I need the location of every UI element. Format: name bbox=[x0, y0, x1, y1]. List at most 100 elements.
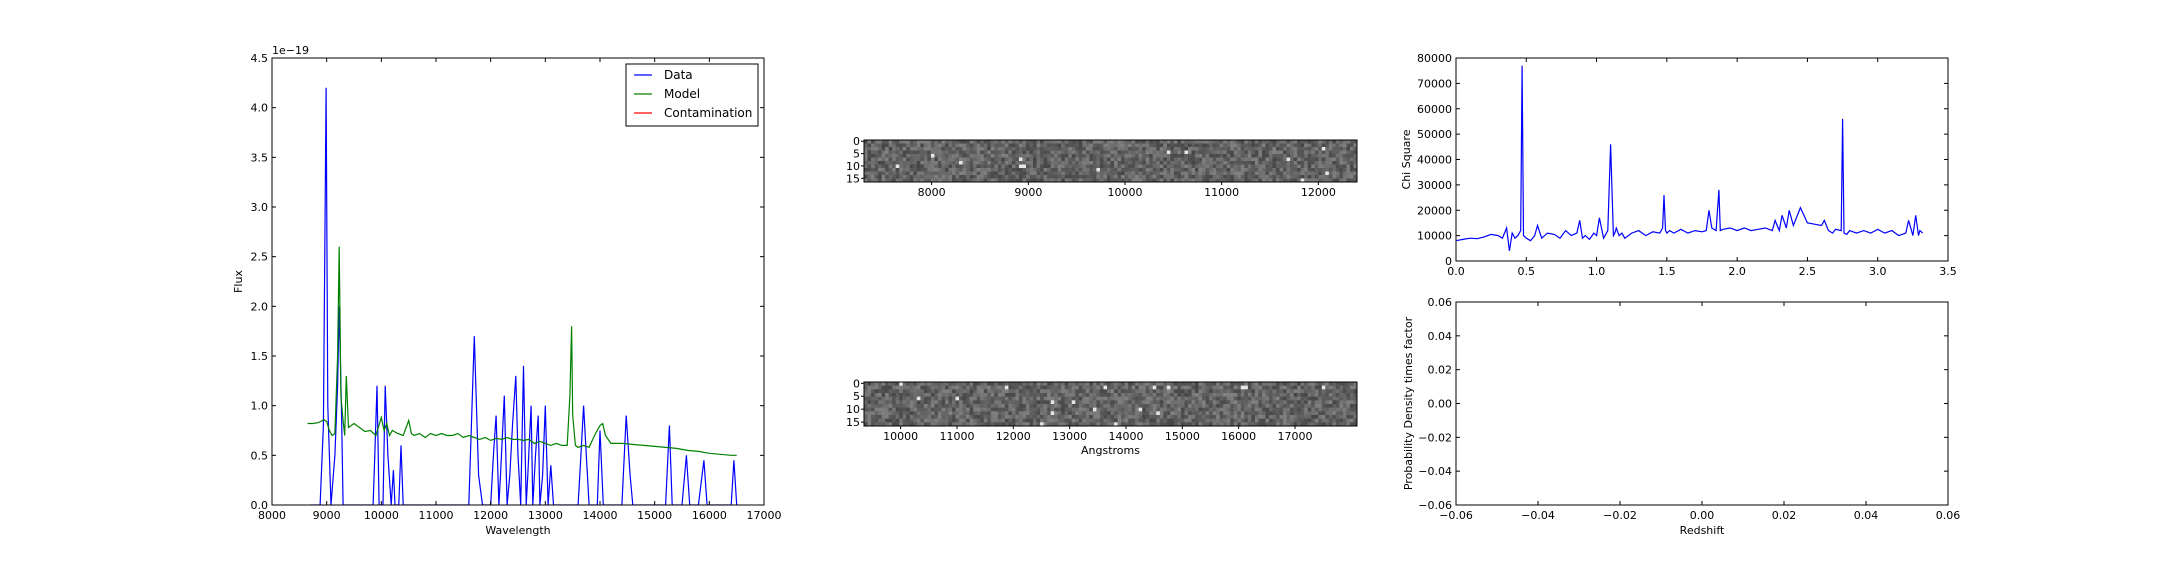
image2-pixel bbox=[913, 418, 918, 423]
image2-pixel bbox=[1078, 393, 1083, 398]
image2-pixel bbox=[1149, 418, 1154, 423]
image2-pixel bbox=[955, 396, 960, 401]
image1-pixel bbox=[1251, 171, 1256, 176]
image1-pixel bbox=[927, 171, 932, 176]
image2-pixel bbox=[1184, 415, 1189, 420]
image2-pixel bbox=[1261, 422, 1266, 427]
image2-pixel bbox=[930, 382, 935, 387]
image1-pixel bbox=[1004, 171, 1009, 176]
image2-pixel bbox=[1173, 418, 1178, 423]
image2-pixel bbox=[1184, 418, 1189, 423]
image1-pixel bbox=[944, 154, 949, 158]
image2-pixel bbox=[1335, 393, 1340, 398]
image2-pixel bbox=[878, 407, 883, 412]
image2-pixel bbox=[1068, 407, 1073, 412]
image2-pixel bbox=[1064, 407, 1069, 412]
image1-pixel bbox=[1335, 157, 1340, 162]
image2-pixel bbox=[1258, 385, 1263, 390]
image2-pixel bbox=[948, 411, 953, 416]
image1-pixel bbox=[1149, 154, 1154, 158]
image2-pixel bbox=[941, 411, 946, 416]
image1-pixel bbox=[1085, 157, 1090, 162]
image1-pixel bbox=[906, 140, 911, 144]
image1-pixel bbox=[1230, 164, 1235, 169]
image1-pixel bbox=[1173, 157, 1178, 162]
image2-pixel bbox=[1149, 396, 1154, 401]
image2-pixel bbox=[916, 400, 921, 405]
image2-pixel bbox=[864, 393, 868, 398]
image2-pixel bbox=[1304, 389, 1309, 394]
image1-pixel bbox=[1092, 175, 1097, 179]
image1-pixel bbox=[1036, 175, 1041, 179]
image1-pixel bbox=[1018, 150, 1023, 155]
image2-pixel bbox=[902, 407, 907, 412]
image2-pixel bbox=[867, 415, 872, 420]
image2-pixel bbox=[885, 407, 890, 412]
image1-pixel bbox=[994, 143, 999, 148]
image2-pixel bbox=[1047, 411, 1052, 416]
image2-pixel bbox=[1106, 385, 1111, 390]
image2-pixel bbox=[1114, 404, 1118, 409]
image1-pixel bbox=[1187, 178, 1192, 183]
image1-pixel bbox=[1036, 171, 1041, 176]
image2-pixel bbox=[948, 393, 953, 398]
image1-pixel bbox=[1198, 164, 1203, 169]
image1-pixel bbox=[962, 157, 967, 162]
image1-pixel bbox=[1240, 161, 1245, 165]
image2-pixel bbox=[1293, 407, 1298, 412]
image2-pixel bbox=[1304, 385, 1309, 390]
image1-pixel bbox=[983, 150, 988, 155]
image1-pixel bbox=[962, 150, 967, 155]
image1-pixel bbox=[983, 175, 988, 179]
image1-axes-frame bbox=[863, 139, 1358, 183]
image1-pixel bbox=[1054, 150, 1059, 155]
image1-pixel bbox=[966, 157, 971, 162]
image2-pixel bbox=[1043, 411, 1048, 416]
image2-pixel bbox=[927, 422, 932, 427]
spectrum-axes-frame bbox=[271, 57, 765, 506]
image1-pixel bbox=[920, 140, 925, 144]
image2-pixel bbox=[1085, 415, 1090, 420]
image1-pixel bbox=[885, 147, 890, 151]
image2-pixel bbox=[1156, 411, 1161, 416]
image1-pixel bbox=[1251, 175, 1256, 179]
image2-pixel bbox=[1276, 418, 1280, 423]
image1-pixel bbox=[997, 143, 1002, 148]
image2-pixel bbox=[1156, 422, 1161, 427]
image2-pixel bbox=[1251, 393, 1256, 398]
image2-pixel bbox=[1205, 393, 1210, 398]
image2-pixel bbox=[1202, 400, 1206, 405]
image2-pixel bbox=[969, 400, 974, 405]
image1-pixel bbox=[1339, 168, 1344, 172]
image1-pixel bbox=[952, 164, 956, 169]
image2-pixel bbox=[1131, 407, 1136, 412]
image1-pixel bbox=[1068, 143, 1073, 148]
image2-pixel bbox=[1124, 415, 1129, 420]
image1-pixel bbox=[1025, 168, 1030, 172]
image2-pixel bbox=[1297, 385, 1302, 390]
image1-pixel bbox=[902, 147, 907, 151]
image1-pixel bbox=[944, 157, 949, 162]
image1-pixel bbox=[959, 140, 963, 144]
image2-pixel bbox=[895, 407, 900, 412]
image1-pixel bbox=[1040, 171, 1044, 176]
image2-pixel bbox=[1089, 422, 1094, 427]
image1-pixel bbox=[1004, 150, 1009, 155]
image1-pixel bbox=[1311, 178, 1316, 183]
image2-pixel bbox=[1223, 385, 1228, 390]
image2-pixel bbox=[1346, 407, 1351, 412]
image1-pixel bbox=[892, 147, 897, 151]
image1-pixel bbox=[1033, 154, 1037, 158]
image1-pixel bbox=[1342, 150, 1347, 155]
image2-pixel bbox=[1191, 418, 1196, 423]
image2-pixel bbox=[941, 422, 946, 427]
image2-pixel bbox=[878, 415, 883, 420]
image2-pixel bbox=[1036, 407, 1041, 412]
image2-pixel bbox=[1265, 385, 1270, 390]
image2-pixel bbox=[906, 389, 911, 394]
image1-pixel bbox=[916, 140, 921, 144]
image2-pixel bbox=[871, 418, 875, 423]
image1-pixel bbox=[1198, 175, 1203, 179]
image2-pixel bbox=[927, 385, 932, 390]
image2-pixel bbox=[1071, 396, 1076, 401]
